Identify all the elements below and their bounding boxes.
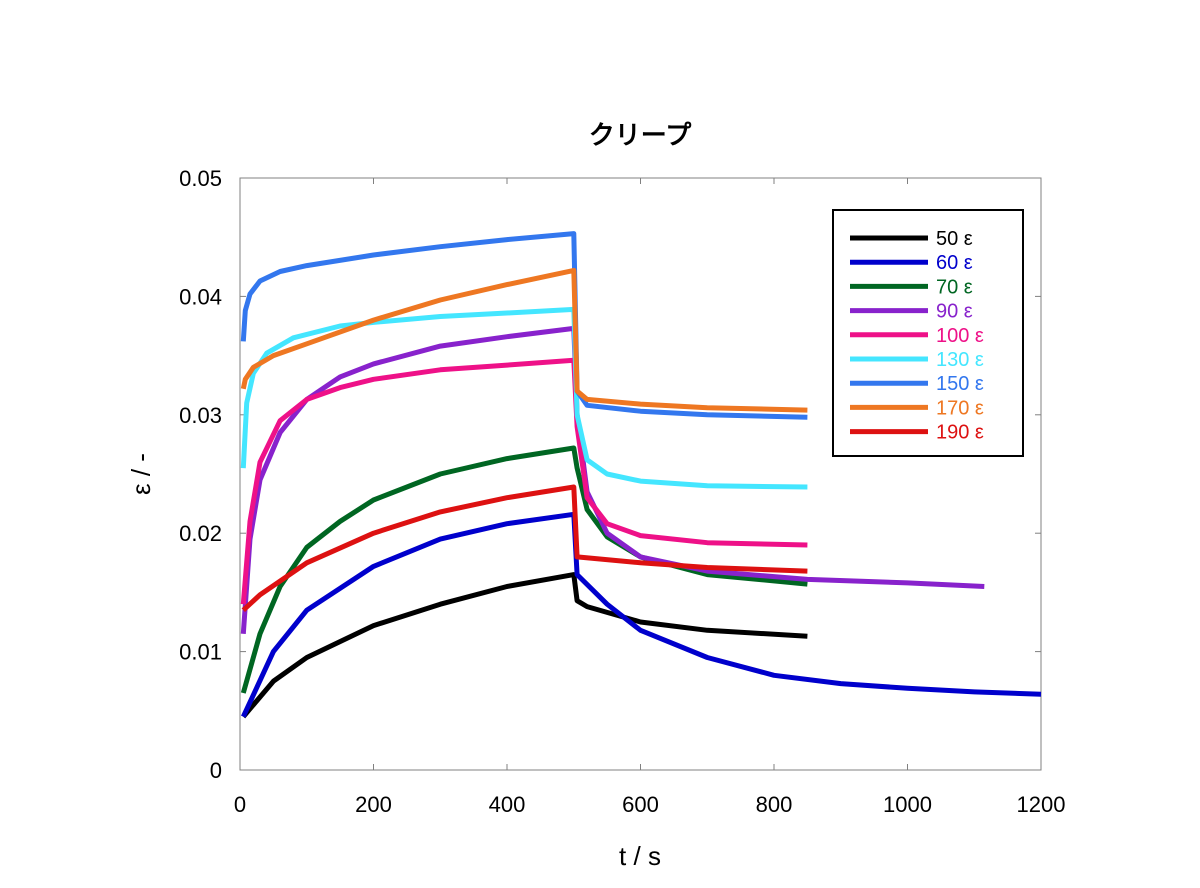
y-tick-label: 0.02 xyxy=(179,521,222,546)
legend-label: 190 ε xyxy=(936,422,984,444)
series-line xyxy=(241,511,1042,718)
x-tick-label: 0 xyxy=(234,792,246,817)
legend-label: 170 ε xyxy=(936,397,984,419)
series-line xyxy=(240,231,808,420)
x-tick-label: 800 xyxy=(756,792,793,817)
x-tick-label: 400 xyxy=(489,792,526,817)
y-tick-label: 0.01 xyxy=(179,640,222,665)
y-axis: 0 0.01 0.02 0.03 0.04 0.05 xyxy=(179,166,1041,783)
series-line xyxy=(240,325,985,634)
series-lines xyxy=(240,231,1042,719)
x-tick-label: 1200 xyxy=(1017,792,1066,817)
series-line xyxy=(240,267,808,413)
legend-label: 150 ε xyxy=(936,373,984,395)
legend-label: 90 ε xyxy=(936,301,973,323)
y-tick-label: 0 xyxy=(210,758,222,783)
x-tick-label: 200 xyxy=(355,792,392,817)
y-tick-label: 0.05 xyxy=(179,166,222,191)
legend-label: 70 ε xyxy=(936,276,973,298)
series-line xyxy=(240,357,808,605)
x-tick-label: 1000 xyxy=(883,792,932,817)
legend-label: 60 ε xyxy=(936,252,973,274)
x-tick-label: 600 xyxy=(622,792,659,817)
series-line xyxy=(241,572,808,719)
chart-title: クリープ xyxy=(589,121,692,151)
series-line xyxy=(241,484,808,613)
legend-label: 130 ε xyxy=(936,349,984,371)
legend-label: 50 ε xyxy=(936,228,973,250)
y-axis-label: ε / - xyxy=(126,453,156,495)
y-tick-label: 0.04 xyxy=(179,284,222,309)
legend-label: 100 ε xyxy=(936,325,984,347)
x-axis-label: t / s xyxy=(619,841,661,871)
y-tick-label: 0.03 xyxy=(179,403,222,428)
x-axis: 0 200 400 600 800 1000 1200 xyxy=(234,178,1066,817)
